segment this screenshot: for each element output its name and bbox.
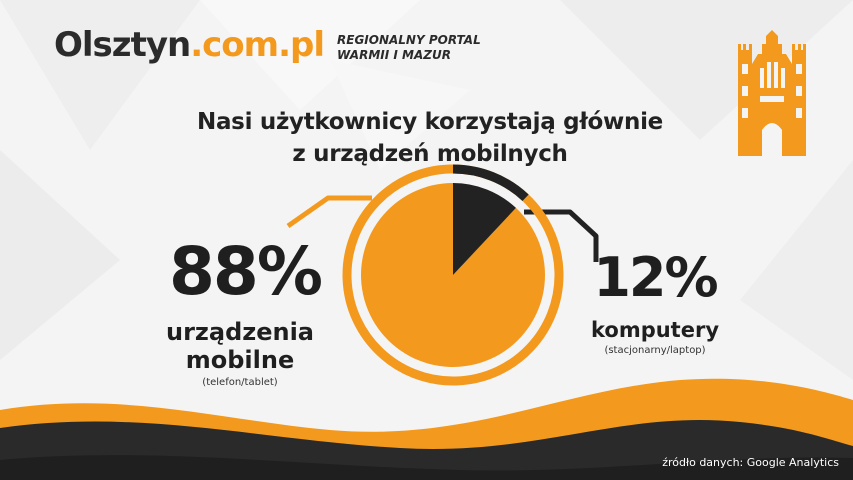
pie-slice-mobile — [361, 183, 545, 367]
bottom-waves — [0, 378, 853, 480]
logo-part-city: Olsztyn — [54, 25, 191, 65]
desktop-sublabel: (stacjonarny/laptop) — [604, 345, 706, 356]
tagline-line2: WARMII I MAZUR — [337, 48, 451, 62]
mobile-label: urządzenia mobilne — [150, 318, 330, 374]
mobile-label-line2: mobilne — [185, 346, 295, 374]
tagline-line1: REGIONALNY PORTAL — [337, 33, 481, 47]
gothic-gate-tower-icon — [738, 30, 806, 156]
data-source-note: źródło danych: Google Analytics — [662, 456, 839, 469]
pie-ring-arc-desktop — [452, 164, 529, 202]
desktop-percent-label: 12% — [593, 246, 718, 309]
headline: Nasi użytkownicy korzystają głównie z ur… — [150, 106, 710, 170]
desktop-label: komputery — [590, 318, 720, 342]
site-logo[interactable]: Olsztyn.com.pl — [54, 25, 325, 65]
headline-line2: z urządzeń mobilnych — [292, 141, 568, 167]
mobile-label-line1: urządzenia — [165, 318, 315, 346]
pie-slice-desktop — [453, 183, 516, 275]
right-bracket-line — [524, 209, 599, 262]
left-bracket-line — [286, 195, 372, 229]
mobile-sublabel: (telefon/tablet) — [202, 377, 278, 388]
logo-part-domain: .com.pl — [190, 25, 325, 65]
headline-line1: Nasi użytkownicy korzystają głównie — [197, 109, 663, 135]
mobile-percent-label: 88% — [169, 233, 323, 310]
tagline: REGIONALNY PORTAL WARMII I MAZUR — [337, 33, 481, 63]
